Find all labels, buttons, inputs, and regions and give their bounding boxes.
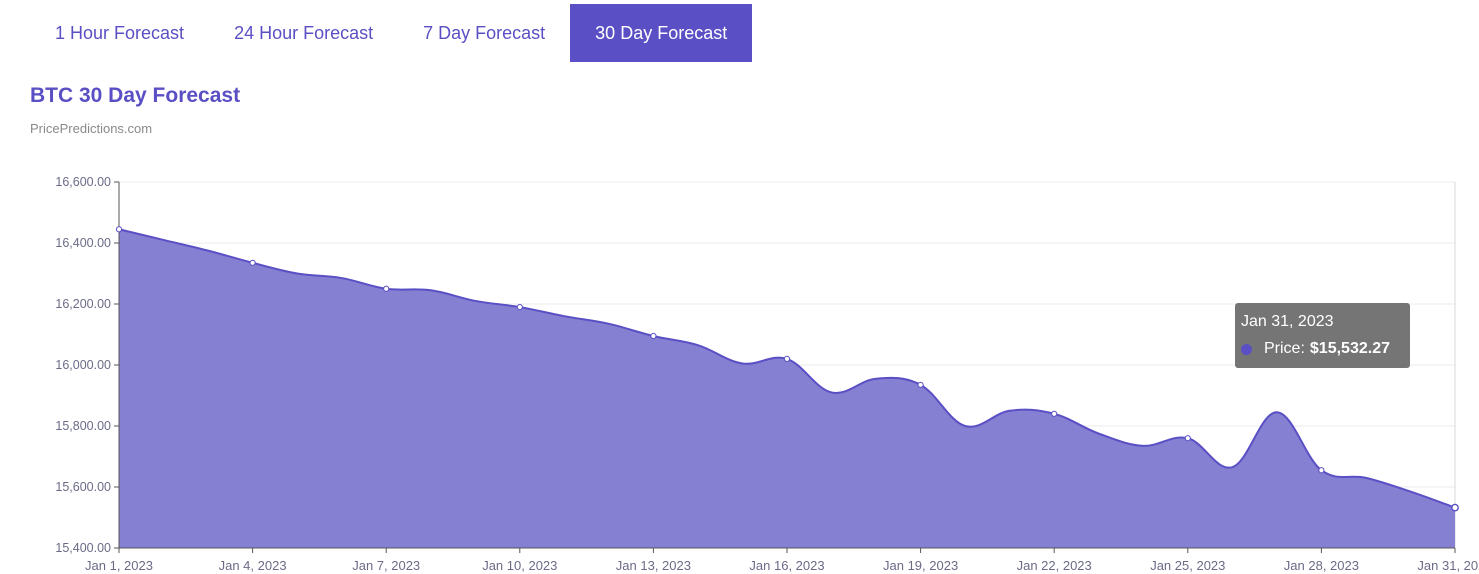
x-tick-label: Jan 31, 2023 xyxy=(1417,558,1479,573)
data-markers xyxy=(115,226,1459,512)
y-tick-label: 16,600.00 xyxy=(55,175,111,189)
y-tick-label: 16,400.00 xyxy=(55,236,111,250)
data-point[interactable] xyxy=(516,303,523,311)
data-point[interactable] xyxy=(115,226,123,233)
price-tooltip: Jan 31, 2023 Price: $15,532.27 xyxy=(1235,303,1410,368)
y-tick-label: 15,400.00 xyxy=(55,541,111,555)
tooltip-price-row: Price: $15,532.27 xyxy=(1241,339,1404,359)
data-point[interactable] xyxy=(249,259,256,266)
data-point[interactable] xyxy=(917,381,924,388)
x-tick-label: Jan 4, 2023 xyxy=(219,558,287,573)
x-tick-label: Jan 19, 2023 xyxy=(883,558,958,573)
tooltip-price-value: $15,532.27 xyxy=(1309,340,1390,357)
tab-24-hour-forecast[interactable]: 24 Hour Forecast xyxy=(234,22,374,43)
data-point[interactable] xyxy=(1051,410,1058,417)
x-tick-label: Jan 16, 2023 xyxy=(749,558,824,573)
y-axis-ticks: 16,600.00 16,400.00 16,200.00 16,000.00 15,8… xyxy=(55,175,119,555)
price-line xyxy=(118,228,1456,509)
price-area xyxy=(119,229,1455,548)
data-point[interactable] xyxy=(1318,467,1325,474)
hovered-point[interactable] xyxy=(1451,503,1459,512)
tab-7-day-forecast[interactable]: 7 Day Forecast xyxy=(423,22,546,43)
y-tick-label: 16,000.00 xyxy=(55,358,111,372)
y-tick-label: 15,600.00 xyxy=(55,480,111,494)
x-tick-label: Jan 13, 2023 xyxy=(616,558,691,573)
tooltip-price-label: Price: xyxy=(1264,340,1305,357)
y-tick-label: 16,200.00 xyxy=(55,297,111,311)
x-tick-label: Jan 22, 2023 xyxy=(1017,558,1092,573)
chart-subtitle: PricePredictions.com xyxy=(30,121,153,136)
forecast-tabs: 1 Hour Forecast 24 Hour Forecast 7 Day F… xyxy=(30,4,753,62)
data-point[interactable] xyxy=(383,285,390,292)
tooltip-date: Jan 31, 2023 xyxy=(1241,313,1334,330)
x-tick-label: Jan 25, 2023 xyxy=(1150,558,1225,573)
data-point[interactable] xyxy=(1184,435,1191,442)
tab-1-hour-forecast[interactable]: 1 Hour Forecast xyxy=(55,22,185,43)
tab-30-day-forecast[interactable]: 30 Day Forecast xyxy=(570,4,753,62)
x-tick-label: Jan 7, 2023 xyxy=(352,558,420,573)
x-tick-label: Jan 10, 2023 xyxy=(482,558,557,573)
series-dot-icon xyxy=(1241,343,1252,355)
data-point[interactable] xyxy=(650,332,657,340)
x-tick-label: Jan 1, 2023 xyxy=(85,558,153,573)
data-point[interactable] xyxy=(783,355,791,362)
chart-title: BTC 30 Day Forecast xyxy=(30,84,241,107)
x-axis-ticks: Jan 1, 2023 Jan 4, 2023 Jan 7, 2023 Jan 10,… xyxy=(85,548,1479,573)
y-tick-label: 15,800.00 xyxy=(55,419,111,433)
x-tick-label: Jan 28, 2023 xyxy=(1284,558,1359,573)
